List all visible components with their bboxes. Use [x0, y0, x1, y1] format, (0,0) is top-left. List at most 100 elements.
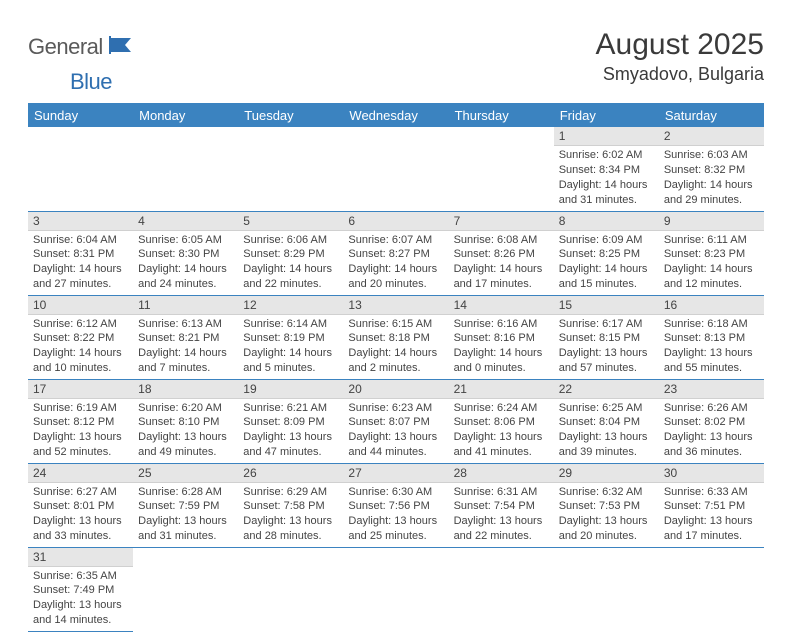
day-number: 20	[343, 380, 448, 399]
calendar-day-cell: 2Sunrise: 6:03 AMSunset: 8:32 PMDaylight…	[659, 127, 764, 211]
day-number: 9	[659, 212, 764, 231]
calendar-day-cell: 31Sunrise: 6:35 AMSunset: 7:49 PMDayligh…	[28, 547, 133, 631]
day-details: Sunrise: 6:05 AMSunset: 8:30 PMDaylight:…	[133, 231, 238, 294]
calendar-day-cell: 17Sunrise: 6:19 AMSunset: 8:12 PMDayligh…	[28, 379, 133, 463]
calendar-day-cell: 6Sunrise: 6:07 AMSunset: 8:27 PMDaylight…	[343, 211, 448, 295]
calendar-day-cell: 9Sunrise: 6:11 AMSunset: 8:23 PMDaylight…	[659, 211, 764, 295]
day-details: Sunrise: 6:13 AMSunset: 8:21 PMDaylight:…	[133, 315, 238, 378]
day-number: 10	[28, 296, 133, 315]
calendar-day-cell: 22Sunrise: 6:25 AMSunset: 8:04 PMDayligh…	[554, 379, 659, 463]
logo-flag-icon	[109, 36, 135, 59]
day-number: 30	[659, 464, 764, 483]
weekday-header: Wednesday	[343, 103, 448, 127]
calendar-day-cell: 11Sunrise: 6:13 AMSunset: 8:21 PMDayligh…	[133, 295, 238, 379]
calendar-day-cell: 24Sunrise: 6:27 AMSunset: 8:01 PMDayligh…	[28, 463, 133, 547]
calendar-day-cell: 13Sunrise: 6:15 AMSunset: 8:18 PMDayligh…	[343, 295, 448, 379]
calendar-day-cell: 23Sunrise: 6:26 AMSunset: 8:02 PMDayligh…	[659, 379, 764, 463]
calendar-empty-cell	[343, 127, 448, 211]
day-number: 26	[238, 464, 343, 483]
day-number: 13	[343, 296, 448, 315]
weekday-header: Saturday	[659, 103, 764, 127]
day-details: Sunrise: 6:04 AMSunset: 8:31 PMDaylight:…	[28, 231, 133, 294]
day-number: 6	[343, 212, 448, 231]
calendar-empty-cell	[449, 547, 554, 631]
weekday-header: Thursday	[449, 103, 554, 127]
day-number: 29	[554, 464, 659, 483]
weekday-header: Monday	[133, 103, 238, 127]
calendar-day-cell: 15Sunrise: 6:17 AMSunset: 8:15 PMDayligh…	[554, 295, 659, 379]
day-number: 18	[133, 380, 238, 399]
day-number: 7	[449, 212, 554, 231]
calendar-empty-cell	[28, 127, 133, 211]
day-number: 8	[554, 212, 659, 231]
day-details: Sunrise: 6:02 AMSunset: 8:34 PMDaylight:…	[554, 146, 659, 209]
calendar-day-cell: 20Sunrise: 6:23 AMSunset: 8:07 PMDayligh…	[343, 379, 448, 463]
calendar-day-cell: 19Sunrise: 6:21 AMSunset: 8:09 PMDayligh…	[238, 379, 343, 463]
day-number: 14	[449, 296, 554, 315]
calendar-week-row: 1Sunrise: 6:02 AMSunset: 8:34 PMDaylight…	[28, 127, 764, 211]
day-number: 31	[28, 548, 133, 567]
day-details: Sunrise: 6:07 AMSunset: 8:27 PMDaylight:…	[343, 231, 448, 294]
day-number: 5	[238, 212, 343, 231]
day-number: 12	[238, 296, 343, 315]
day-details: Sunrise: 6:20 AMSunset: 8:10 PMDaylight:…	[133, 399, 238, 462]
day-number: 1	[554, 127, 659, 146]
logo-text-blue: Blue	[70, 69, 112, 94]
calendar-week-row: 10Sunrise: 6:12 AMSunset: 8:22 PMDayligh…	[28, 295, 764, 379]
day-details: Sunrise: 6:25 AMSunset: 8:04 PMDaylight:…	[554, 399, 659, 462]
day-details: Sunrise: 6:30 AMSunset: 7:56 PMDaylight:…	[343, 483, 448, 546]
calendar-day-cell: 27Sunrise: 6:30 AMSunset: 7:56 PMDayligh…	[343, 463, 448, 547]
day-details: Sunrise: 6:24 AMSunset: 8:06 PMDaylight:…	[449, 399, 554, 462]
day-details: Sunrise: 6:17 AMSunset: 8:15 PMDaylight:…	[554, 315, 659, 378]
day-number: 25	[133, 464, 238, 483]
day-details: Sunrise: 6:15 AMSunset: 8:18 PMDaylight:…	[343, 315, 448, 378]
calendar-body: 1Sunrise: 6:02 AMSunset: 8:34 PMDaylight…	[28, 127, 764, 631]
day-number: 19	[238, 380, 343, 399]
day-number: 28	[449, 464, 554, 483]
calendar-empty-cell	[133, 547, 238, 631]
calendar-week-row: 31Sunrise: 6:35 AMSunset: 7:49 PMDayligh…	[28, 547, 764, 631]
calendar-day-cell: 28Sunrise: 6:31 AMSunset: 7:54 PMDayligh…	[449, 463, 554, 547]
day-number: 23	[659, 380, 764, 399]
weekday-header-row: SundayMondayTuesdayWednesdayThursdayFrid…	[28, 103, 764, 127]
calendar-empty-cell	[238, 127, 343, 211]
calendar-empty-cell	[238, 547, 343, 631]
calendar-day-cell: 18Sunrise: 6:20 AMSunset: 8:10 PMDayligh…	[133, 379, 238, 463]
day-number: 4	[133, 212, 238, 231]
calendar-week-row: 17Sunrise: 6:19 AMSunset: 8:12 PMDayligh…	[28, 379, 764, 463]
calendar-day-cell: 16Sunrise: 6:18 AMSunset: 8:13 PMDayligh…	[659, 295, 764, 379]
day-number: 22	[554, 380, 659, 399]
day-details: Sunrise: 6:19 AMSunset: 8:12 PMDaylight:…	[28, 399, 133, 462]
calendar-table: SundayMondayTuesdayWednesdayThursdayFrid…	[28, 103, 764, 632]
calendar-day-cell: 12Sunrise: 6:14 AMSunset: 8:19 PMDayligh…	[238, 295, 343, 379]
calendar-day-cell: 14Sunrise: 6:16 AMSunset: 8:16 PMDayligh…	[449, 295, 554, 379]
day-number: 21	[449, 380, 554, 399]
day-details: Sunrise: 6:16 AMSunset: 8:16 PMDaylight:…	[449, 315, 554, 378]
calendar-day-cell: 4Sunrise: 6:05 AMSunset: 8:30 PMDaylight…	[133, 211, 238, 295]
calendar-day-cell: 29Sunrise: 6:32 AMSunset: 7:53 PMDayligh…	[554, 463, 659, 547]
calendar-day-cell: 7Sunrise: 6:08 AMSunset: 8:26 PMDaylight…	[449, 211, 554, 295]
calendar-day-cell: 1Sunrise: 6:02 AMSunset: 8:34 PMDaylight…	[554, 127, 659, 211]
day-number: 17	[28, 380, 133, 399]
day-details: Sunrise: 6:11 AMSunset: 8:23 PMDaylight:…	[659, 231, 764, 294]
day-details: Sunrise: 6:31 AMSunset: 7:54 PMDaylight:…	[449, 483, 554, 546]
location-label: Smyadovo, Bulgaria	[596, 64, 764, 85]
calendar-day-cell: 26Sunrise: 6:29 AMSunset: 7:58 PMDayligh…	[238, 463, 343, 547]
calendar-empty-cell	[343, 547, 448, 631]
calendar-empty-cell	[449, 127, 554, 211]
day-details: Sunrise: 6:06 AMSunset: 8:29 PMDaylight:…	[238, 231, 343, 294]
day-details: Sunrise: 6:33 AMSunset: 7:51 PMDaylight:…	[659, 483, 764, 546]
logo-text-general: General	[28, 34, 103, 60]
calendar-day-cell: 3Sunrise: 6:04 AMSunset: 8:31 PMDaylight…	[28, 211, 133, 295]
day-details: Sunrise: 6:32 AMSunset: 7:53 PMDaylight:…	[554, 483, 659, 546]
calendar-day-cell: 30Sunrise: 6:33 AMSunset: 7:51 PMDayligh…	[659, 463, 764, 547]
calendar-empty-cell	[133, 127, 238, 211]
weekday-header: Friday	[554, 103, 659, 127]
calendar-week-row: 3Sunrise: 6:04 AMSunset: 8:31 PMDaylight…	[28, 211, 764, 295]
calendar-day-cell: 25Sunrise: 6:28 AMSunset: 7:59 PMDayligh…	[133, 463, 238, 547]
day-number: 2	[659, 127, 764, 146]
day-details: Sunrise: 6:27 AMSunset: 8:01 PMDaylight:…	[28, 483, 133, 546]
calendar-day-cell: 8Sunrise: 6:09 AMSunset: 8:25 PMDaylight…	[554, 211, 659, 295]
weekday-header: Tuesday	[238, 103, 343, 127]
day-number: 3	[28, 212, 133, 231]
